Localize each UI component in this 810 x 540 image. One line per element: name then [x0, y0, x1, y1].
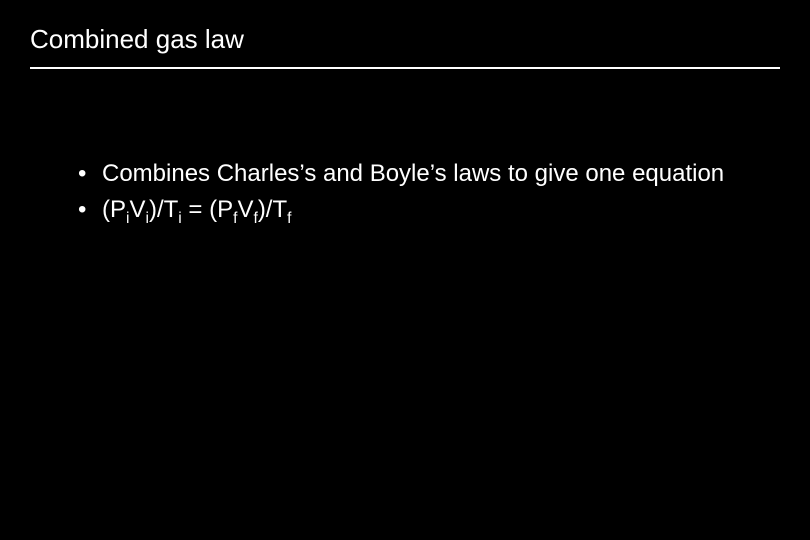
equation-text: (PiVi)/Ti = (PfVf)/Tf: [102, 196, 291, 223]
bullet-text: Combines Charles’s and Boyle’s laws to g…: [102, 160, 724, 187]
title-underline: [30, 67, 780, 69]
list-item: Combines Charles’s and Boyle’s laws to g…: [78, 159, 740, 189]
list-item: (PiVi)/Ti = (PfVf)/Tf: [78, 195, 740, 225]
slide-body: Combines Charles’s and Boyle’s laws to g…: [30, 159, 780, 225]
slide-title: Combined gas law: [30, 24, 780, 67]
bullet-list: Combines Charles’s and Boyle’s laws to g…: [78, 159, 740, 225]
slide: Combined gas law Combines Charles’s and …: [0, 0, 810, 540]
